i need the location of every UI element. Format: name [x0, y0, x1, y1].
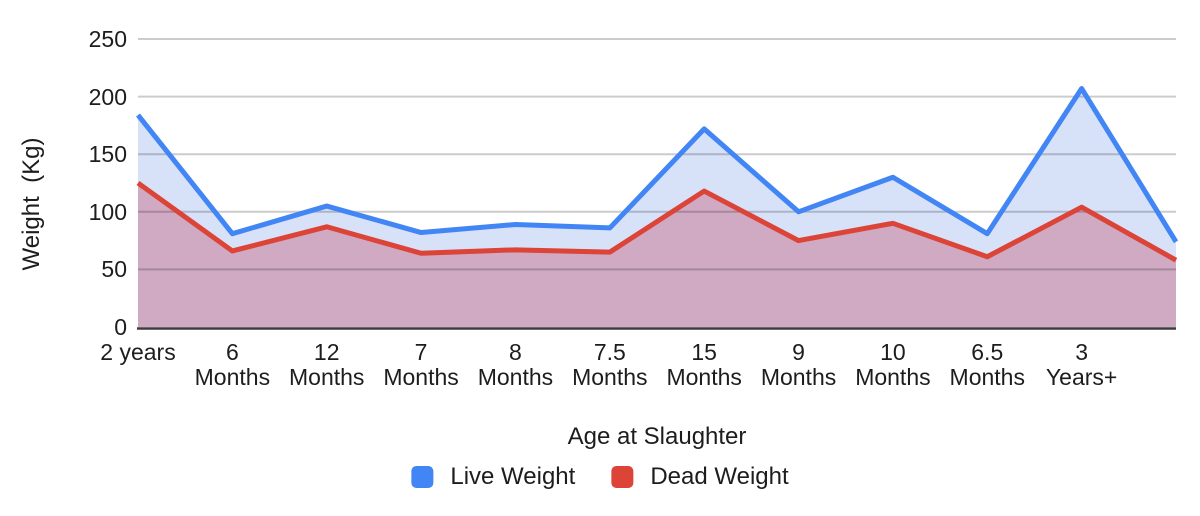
- dead-weight-area: [138, 183, 1176, 327]
- x-tick-label: 9 Months: [760, 339, 837, 390]
- y-tick-label: 50: [101, 256, 127, 283]
- x-tick-label: 10 Months: [855, 339, 931, 390]
- y-tick-label: 0: [114, 314, 127, 340]
- y-tick-label: 100: [88, 198, 127, 225]
- dead-weight-line: [136, 180, 1178, 263]
- x-tick-label: 8 Months: [477, 339, 554, 390]
- y-tick-label: 250: [88, 26, 127, 52]
- x-tick-label: 6 Months: [194, 339, 271, 390]
- legend-label-live-weight: Live Weight: [450, 463, 576, 490]
- legend-item-dead-weight: Dead Weight: [611, 463, 789, 491]
- x-tick-label: 12 Months: [289, 339, 365, 390]
- x-tick-label: 15 Months: [666, 339, 742, 390]
- x-axis-title: Age at Slaughter: [567, 423, 747, 450]
- y-tick-label: 200: [88, 83, 127, 110]
- legend-label-dead-weight: Dead Weight: [650, 463, 789, 490]
- dead-weight-swatch-icon: [611, 466, 634, 488]
- x-tick-label: 3 Years+: [1045, 339, 1118, 390]
- legend-item-live-weight: Live Weight: [411, 463, 575, 491]
- live-weight-line: [136, 86, 1179, 244]
- legend: Live Weight Dead Weight: [411, 463, 789, 491]
- x-tick-label: 6.5 Months: [949, 339, 1025, 390]
- live-weight-swatch-icon: [411, 466, 434, 488]
- y-axis-title: Weight (Kg): [18, 137, 45, 271]
- x-tick-label: 7.5 Months: [572, 339, 648, 390]
- y-tick-label: 150: [88, 141, 127, 168]
- x-tick-label: 7 Months: [383, 339, 459, 390]
- x-tick-label: 2 years: [100, 339, 176, 365]
